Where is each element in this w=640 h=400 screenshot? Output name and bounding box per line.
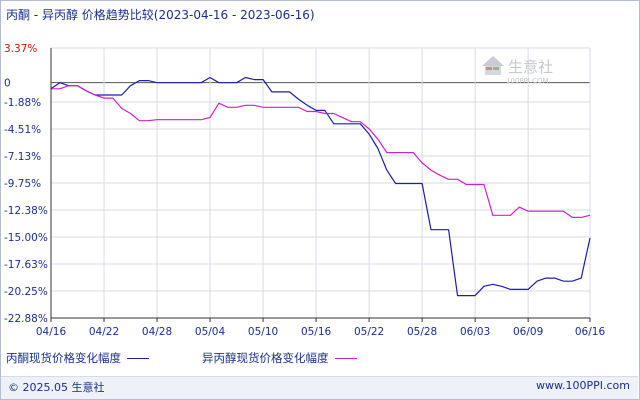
- footer-band: [1, 376, 638, 399]
- footer-site-link[interactable]: www.100PPI.com: [536, 379, 630, 392]
- x-tick-label: 05/28: [407, 326, 437, 338]
- x-tick-label: 06/03: [460, 326, 490, 338]
- x-tick-label: 06/16: [575, 326, 606, 338]
- legend-item-series1: 丙酮现货价格变化幅度: [6, 351, 149, 365]
- watermark: 生意社 100PPI.COM: [482, 56, 553, 85]
- grid-layer: [50, 47, 591, 319]
- footer-copyright: © 2025.05 生意社: [8, 381, 105, 394]
- y-tick-label: -12.38%: [4, 205, 48, 217]
- series-layer: [50, 76, 591, 297]
- x-tick-label: 06/09: [513, 326, 543, 338]
- x-tick-label: 04/22: [89, 326, 119, 338]
- y-tick-label: -4.51%: [4, 124, 41, 136]
- y-tick-label: -22.88%: [4, 313, 48, 325]
- legend-swatch-series1: [127, 357, 149, 359]
- x-tick-label: 05/22: [354, 326, 384, 338]
- x-tick-label: 05/16: [301, 326, 332, 338]
- x-tick-label: 05/04: [195, 326, 226, 338]
- chart-title: 丙酮 - 异丙醇 价格趋势比较(2023-04-16 - 2023-06-16): [6, 8, 315, 22]
- watermark-brand: 生意社: [508, 58, 553, 76]
- series-line-1: [50, 76, 591, 297]
- y-tick-label: -7.13%: [4, 151, 41, 163]
- x-tick-label: 05/10: [248, 326, 278, 338]
- y-tick-label: -9.75%: [4, 178, 41, 190]
- legend-item-series2: 异丙醇现货价格变化幅度: [202, 351, 357, 365]
- watermark-logo-icon: [482, 56, 504, 75]
- legend-swatch-series2: [334, 357, 357, 359]
- x-tick-label: 04/16: [36, 326, 67, 338]
- y-tick-label: 0: [4, 78, 11, 90]
- series-line-2: [51, 85, 591, 218]
- y-tick-label: -15.00%: [4, 232, 48, 244]
- axis-layer: 3.37% 0 -1.88% -4.51% -7.13% -9.75% -12.38% -15…: [4, 43, 605, 338]
- legend-label-series2: 异丙醇现货价格变化幅度: [202, 351, 329, 365]
- y-tick-label: -17.63%: [4, 259, 48, 271]
- x-tick-label: 04/28: [142, 326, 172, 338]
- watermark-url: 100PPI.COM: [506, 77, 549, 85]
- y-tick-label: 3.37%: [4, 43, 37, 55]
- y-tick-label: -1.88%: [4, 97, 41, 109]
- legend-label-series1: 丙酮现货价格变化幅度: [6, 351, 121, 365]
- y-tick-label: -20.25%: [4, 286, 48, 298]
